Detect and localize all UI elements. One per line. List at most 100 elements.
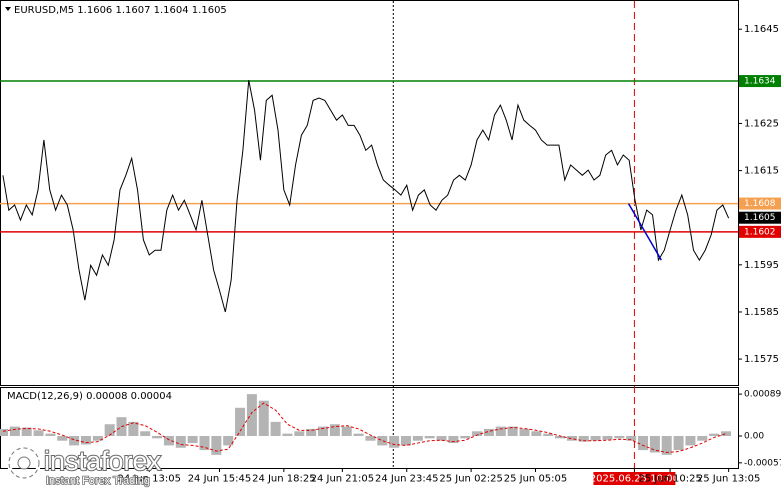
chart-title: EURUSD,M5 1.1606 1.1607 1.1604 1.1605 (14, 5, 227, 16)
histogram-bar (128, 421, 139, 436)
histogram-bar (531, 431, 542, 436)
x-tick-label: 24 Jun 13:05 (117, 474, 181, 485)
x-tick-label: 24 Jun 15:45 (188, 474, 252, 485)
histogram-bar (223, 436, 234, 446)
price-panel (0, 0, 739, 386)
histogram-bar (329, 424, 340, 436)
histogram-bar (80, 436, 91, 445)
y-tick-label: 1.1575 (744, 354, 779, 365)
x-tick-highlight (593, 472, 676, 485)
level-label: 1.1608 (744, 199, 776, 209)
histogram-bar (21, 427, 32, 436)
histogram-bar (92, 436, 103, 441)
histogram-bar (602, 436, 613, 440)
x-tick-label: 2025.06.25 10:00 (590, 474, 679, 485)
histogram-bar (483, 428, 494, 436)
level-label-box (739, 75, 781, 88)
histogram-bar (495, 426, 506, 436)
signal-line (2, 402, 727, 453)
histogram-bar (614, 436, 625, 439)
price-label-box (739, 211, 781, 224)
y-tick-label: 1.1645 (744, 24, 779, 35)
x-tick-label: 25 Jun 10:25 (638, 474, 702, 485)
level-label-box (739, 225, 781, 238)
histogram-bar (282, 433, 293, 436)
histogram-bar (199, 436, 210, 451)
histogram-bar (566, 436, 577, 441)
logo-core (17, 456, 31, 470)
price-label: 1.1605 (744, 213, 776, 223)
histogram-bar (140, 431, 151, 436)
histogram-bar (9, 426, 20, 436)
y-tick-label: 1.1625 (744, 118, 779, 129)
histogram-bar (424, 436, 435, 439)
histogram-bar (721, 431, 731, 436)
histogram-bar (104, 424, 115, 436)
level-label: 1.1634 (744, 77, 776, 87)
histogram-bar (377, 436, 388, 446)
macd-panel (0, 387, 739, 469)
level-label: 1.1602 (744, 227, 776, 237)
y-tick-label: 1.1615 (744, 166, 779, 177)
histogram-bar (638, 436, 649, 451)
histogram-bar (697, 436, 708, 441)
histogram-bar (187, 436, 198, 444)
histogram-bar (448, 436, 459, 444)
x-tick-label: 25 Jun 02:25 (439, 474, 503, 485)
y-tick-label: 0.00089 (744, 390, 781, 400)
histogram-bar (235, 407, 246, 436)
histogram-bar (152, 436, 163, 439)
histogram-bar (270, 421, 281, 436)
histogram-bar (543, 433, 554, 436)
y-tick-label: 0.00 (744, 432, 764, 442)
histogram-bar (389, 436, 400, 448)
histogram-bar (318, 426, 329, 436)
y-tick-label: -0.00057 (744, 458, 781, 468)
logo-ring-outline (8, 447, 40, 479)
histogram-bar (211, 436, 222, 455)
x-tick-label: 24 Jun 18:25 (252, 474, 316, 485)
histogram-bar (472, 431, 483, 436)
histogram-bar (412, 436, 423, 441)
histogram-bar (45, 433, 56, 436)
y-tick-label: 1.1595 (744, 260, 779, 271)
histogram-bar (163, 436, 174, 446)
histogram-bar (57, 436, 68, 441)
histogram-bar (649, 436, 660, 453)
x-tick-label: 25 Jun 05:05 (504, 474, 568, 485)
histogram-bar (673, 436, 684, 451)
histogram-bar (507, 426, 518, 436)
menu-triangle (5, 7, 11, 11)
trendline (627, 203, 662, 261)
histogram-bar (246, 394, 257, 436)
watermark: instaforex Instant Forex Trading (7, 445, 163, 488)
histogram-bar (341, 426, 352, 436)
histogram-bar (0, 428, 8, 436)
histogram-bar (626, 436, 637, 441)
x-tick-label: 24 Jun 21:05 (311, 474, 375, 485)
x-tick-label: 25 Jun 13:05 (697, 474, 761, 485)
histogram-bar (460, 436, 471, 439)
histogram-bar (365, 436, 376, 441)
watermark-tagline: Instant Forex Trading (46, 475, 150, 487)
histogram-bar (519, 428, 530, 436)
x-tick-label: 24 Jun 23:45 (375, 474, 439, 485)
macd-title: MACD(12,26,9) 0.00008 0.00004 (7, 391, 172, 402)
histogram-bar (685, 436, 696, 446)
histogram-bar (555, 436, 566, 439)
histogram-bar (33, 430, 44, 436)
price-line (2, 80, 730, 313)
histogram-bar (436, 436, 447, 441)
histogram-bar (306, 428, 317, 436)
histogram-bar (294, 431, 305, 436)
histogram-bar (258, 400, 269, 436)
y-tick-label: 1.1585 (744, 307, 779, 318)
histogram-bar (661, 436, 672, 455)
level-label-box (739, 197, 781, 210)
histogram-bar (578, 436, 589, 442)
histogram-bar (175, 436, 186, 448)
histogram-bar (590, 436, 601, 441)
histogram-bar (709, 433, 720, 436)
histogram-bar (69, 436, 80, 446)
